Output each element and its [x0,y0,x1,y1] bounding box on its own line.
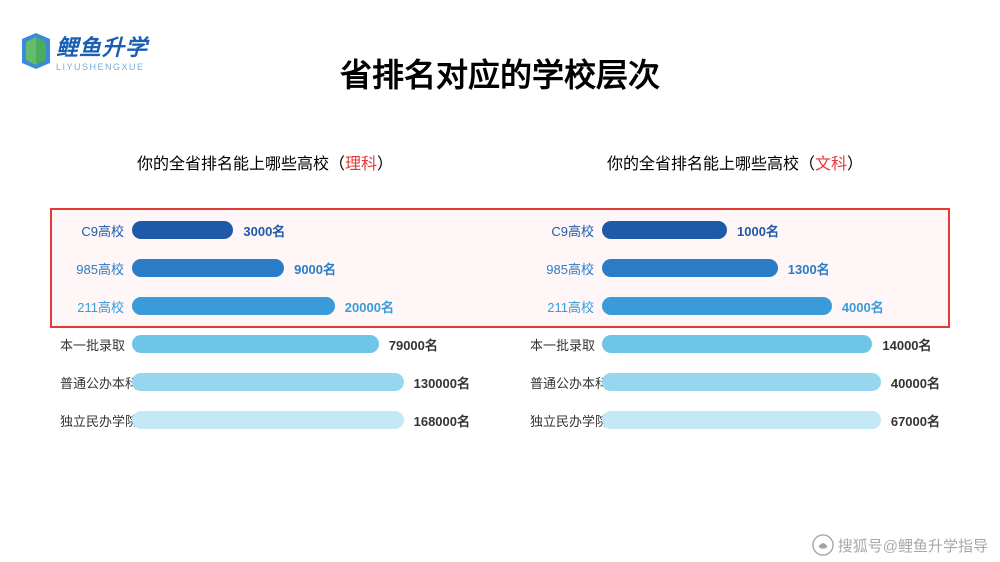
subtitle-stream: 理科 [345,156,377,173]
chart-subtitle: 你的全省排名能上哪些高校（文科） [530,150,940,174]
bar-value: 40000名 [891,373,940,392]
bar-value: 9000名 [294,259,336,278]
bar-label: C9高校 [530,221,602,240]
bar-fill [132,297,335,315]
bar-track: 79000名 [132,335,470,354]
charts-container: 你的全省排名能上哪些高校（理科）C9高校3000名985高校9000名211高校… [60,150,940,442]
bar-label: 985高校 [530,259,602,278]
bar-track: 1000名 [602,221,940,240]
bar-value: 20000名 [345,297,394,316]
bar-track: 1300名 [602,259,940,278]
bar-fill [602,335,872,353]
bar-fill [602,297,832,315]
bar-value: 130000名 [414,373,470,392]
bar-row: 独立民办学院 67000名 [530,404,940,436]
bar-track: 20000名 [132,297,470,316]
bar-row: 211高校 4000名 [530,290,940,322]
bar-track: 168000名 [132,411,470,430]
bar-value: 79000名 [389,335,438,354]
bar-fill [132,335,379,353]
bar-row: 985高校 1300名 [530,252,940,284]
bar-label: 独立民办学院 [530,411,602,430]
subtitle-suffix: ） [377,156,393,173]
bar-value: 1300名 [788,259,830,278]
bar-row: 普通公办本科 40000名 [530,366,940,398]
bar-fill [132,221,233,239]
bar-value: 4000名 [842,297,884,316]
bar-row: 本一批录取 14000名 [530,328,940,360]
bar-track: 3000名 [132,221,470,240]
bar-row: 普通公办本科 130000名 [60,366,470,398]
bar-label: 211高校 [60,297,132,316]
bar-label: 本一批录取 [530,335,602,354]
bar-label: 211高校 [530,297,602,316]
bar-fill [132,373,404,391]
bar-label: 独立民办学院 [60,411,132,430]
subtitle-prefix: 你的全省排名能上哪些高校（ [607,156,815,173]
bar-row: 独立民办学院 168000名 [60,404,470,436]
bar-label: 普通公办本科 [60,373,132,392]
bar-fill [602,259,778,277]
bar-value: 3000名 [243,221,285,240]
bar-row: C9高校 3000名 [60,214,470,246]
subtitle-suffix: ） [847,156,863,173]
bar-label: C9高校 [60,221,132,240]
bar-value: 168000名 [414,411,470,430]
bar-row: 211高校 20000名 [60,290,470,322]
bar-fill [602,411,881,429]
chart-column-0: 你的全省排名能上哪些高校（理科） C9高校 3000名 985高校 9000名 211高校… [60,150,470,442]
bar-row: C9高校 1000名 [530,214,940,246]
bar-track: 67000名 [602,411,940,430]
subtitle-prefix: 你的全省排名能上哪些高校（ [137,156,345,173]
bar-label: 985高校 [60,259,132,278]
bar-fill [132,259,284,277]
page-title: 省排名对应的学校层次 [0,50,1000,96]
bar-value: 1000名 [737,221,779,240]
sohu-icon [812,534,834,556]
watermark: 搜狐号@鲤鱼升学指导 [812,534,988,556]
bar-row: 985高校 9000名 [60,252,470,284]
bar-track: 4000名 [602,297,940,316]
chart-subtitle: 你的全省排名能上哪些高校（理科） [60,150,470,174]
bar-fill [602,221,727,239]
bar-track: 40000名 [602,373,940,392]
chart-column-1: 你的全省排名能上哪些高校（文科） C9高校 1000名 985高校 1300名 211高校… [530,150,940,442]
bar-label: 普通公办本科 [530,373,602,392]
bar-fill [602,373,881,391]
bar-track: 9000名 [132,259,470,278]
bar-value: 14000名 [882,335,931,354]
bar-track: 14000名 [602,335,940,354]
bar-fill [132,411,404,429]
bar-value: 67000名 [891,411,940,430]
bar-label: 本一批录取 [60,335,132,354]
bar-track: 130000名 [132,373,470,392]
subtitle-stream: 文科 [815,156,847,173]
bar-row: 本一批录取 79000名 [60,328,470,360]
watermark-text: 搜狐号@鲤鱼升学指导 [838,535,988,556]
